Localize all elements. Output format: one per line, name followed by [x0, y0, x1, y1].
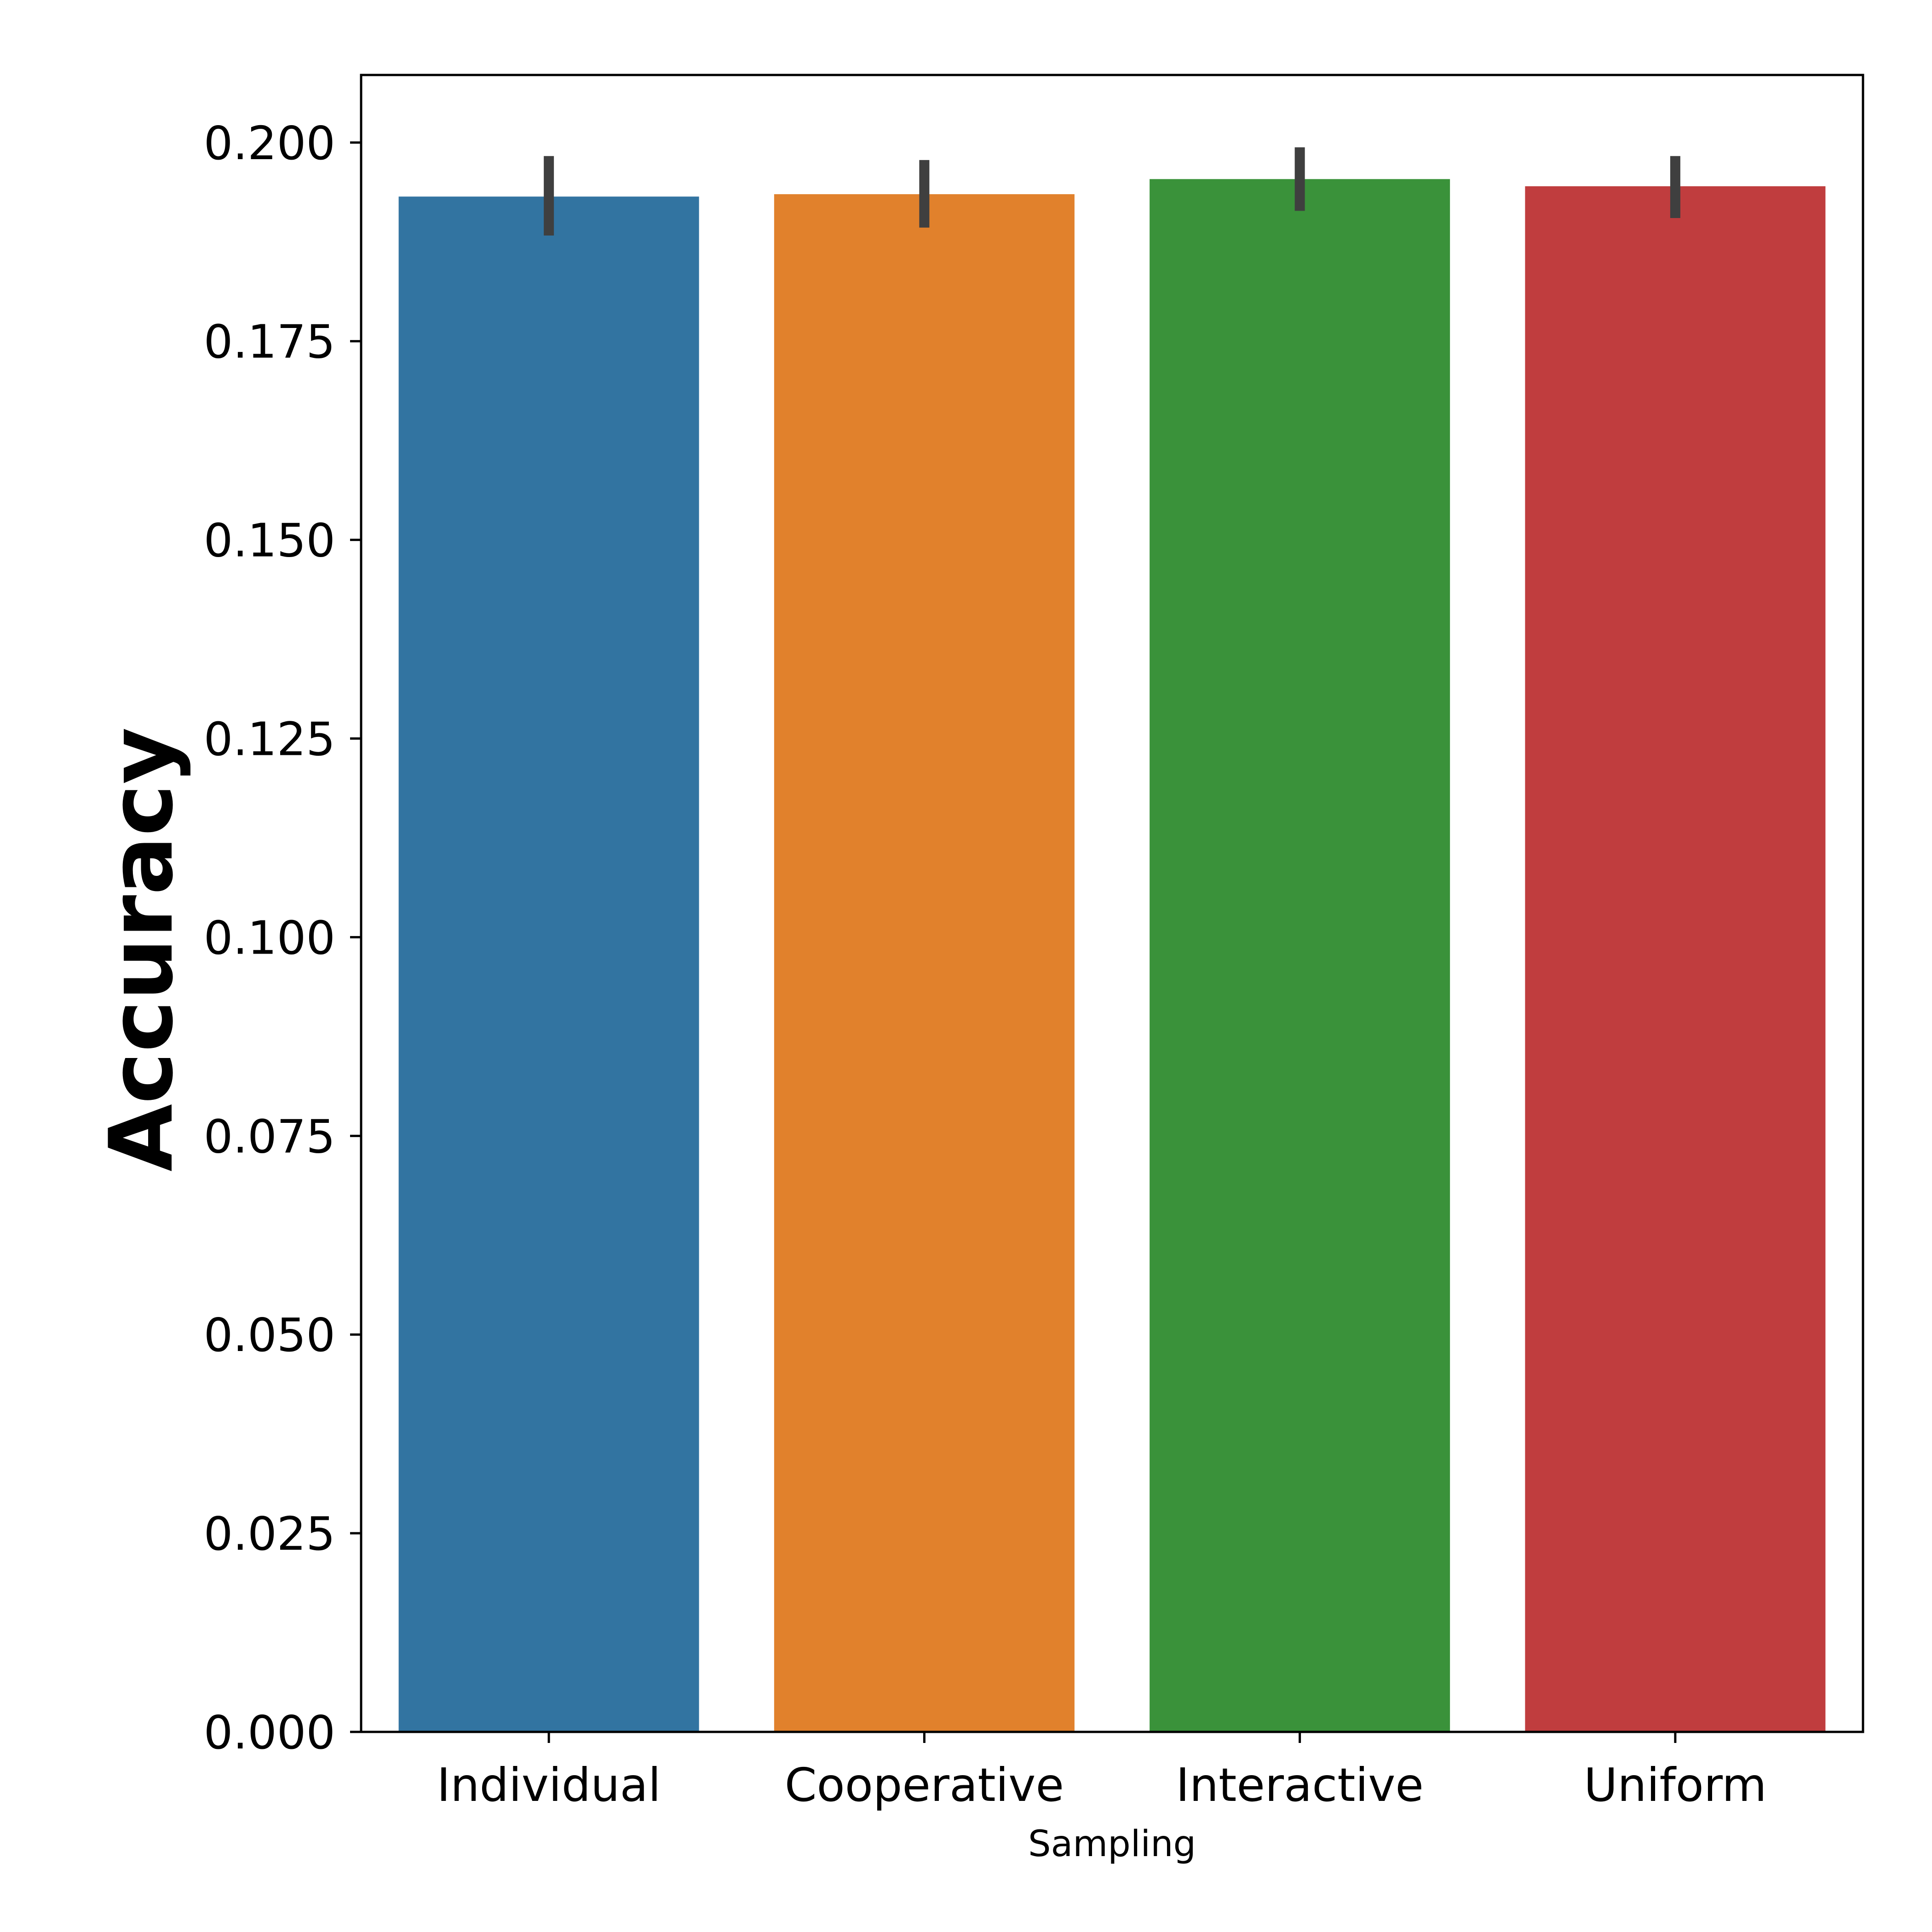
plot-frame: [360, 74, 1864, 1733]
bar-individual: [398, 196, 699, 1732]
y-tick-label: 0.050: [204, 1308, 335, 1362]
x-axis-label: Sampling: [1028, 1823, 1196, 1865]
x-tick-label: Uniform: [1584, 1758, 1767, 1812]
y-tick-label: 0.025: [204, 1507, 335, 1561]
y-tick-label: 0.075: [204, 1110, 335, 1163]
y-tick-label: 0.200: [204, 116, 335, 170]
y-tick-label: 0.000: [204, 1706, 335, 1760]
bar-cooperative: [774, 194, 1075, 1732]
bar-uniform: [1525, 186, 1826, 1732]
y-tick-label: 0.150: [204, 514, 335, 568]
x-tick-label: Interactive: [1176, 1758, 1424, 1812]
x-axis: Individual Cooperative Interactive Uniform: [437, 1732, 1767, 1812]
bars-layer: [398, 179, 1826, 1732]
x-tick-label: Individual: [437, 1758, 661, 1812]
y-tick-label: 0.100: [204, 911, 335, 965]
y-tick-label: 0.125: [204, 713, 335, 766]
x-tick-label: Cooperative: [785, 1758, 1064, 1812]
y-axis: 0.000 0.025 0.050 0.075 0.100 0.125 0.150 0.175…: [204, 116, 361, 1760]
y-axis-label: Accuracy: [91, 727, 192, 1172]
bar-interactive: [1150, 179, 1450, 1732]
y-tick-label: 0.175: [204, 315, 335, 369]
error-bars-layer: [544, 147, 1680, 236]
